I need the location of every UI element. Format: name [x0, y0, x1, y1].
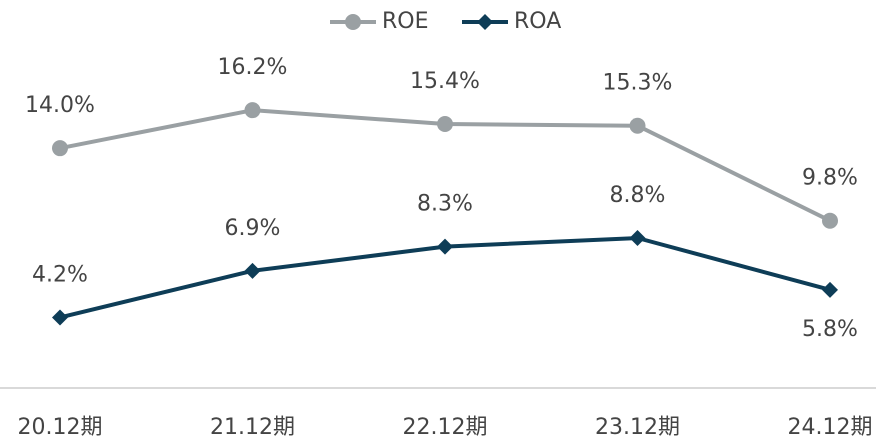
point	[822, 212, 838, 229]
legend-label: ROA	[514, 9, 561, 34]
point	[52, 140, 68, 157]
data-label: 9.8%	[802, 166, 858, 191]
data-label: 16.2%	[218, 55, 288, 80]
point	[822, 281, 838, 298]
legend-marker	[477, 14, 493, 30]
data-label: 8.3%	[417, 192, 473, 217]
point	[437, 116, 453, 132]
data-label: 15.3%	[603, 71, 673, 96]
point	[52, 309, 68, 326]
x-tick-label: 22.12期	[403, 415, 488, 440]
data-label: 14.0%	[25, 93, 95, 118]
data-label: 8.8%	[610, 183, 666, 208]
point	[437, 238, 453, 255]
point	[244, 102, 261, 119]
legend-label: ROE	[382, 9, 429, 34]
data-label: 15.4%	[410, 69, 480, 94]
x-tick-label: 23.12期	[595, 415, 680, 440]
point	[629, 230, 646, 246]
legend-marker	[345, 14, 361, 30]
data-label: 5.8%	[802, 317, 858, 342]
point	[629, 117, 646, 134]
x-tick-label: 20.12期	[18, 415, 103, 440]
x-tick-label: 24.12期	[788, 415, 873, 440]
data-label: 4.2%	[32, 262, 88, 287]
x-tick-label: 21.12期	[210, 415, 295, 440]
point	[244, 262, 261, 279]
data-label: 6.9%	[225, 216, 281, 241]
